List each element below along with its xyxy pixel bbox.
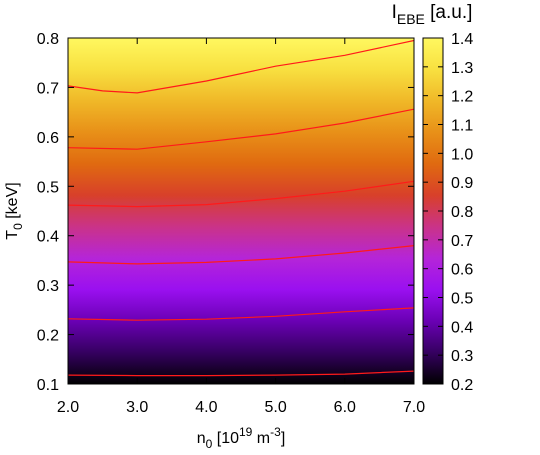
- contour-line: [68, 307, 414, 321]
- colorbar-tick-label: 1.3: [451, 60, 473, 77]
- x-tick-label: 6.0: [334, 399, 356, 416]
- x-axis-label-sub: 0: [206, 437, 213, 451]
- colorbar-tick-label: 0.2: [451, 377, 473, 394]
- y-axis-label-sub: 0: [11, 223, 25, 230]
- y-axis: 0.1 0.2 0.3 0.4 0.5 0.6 0.7 0.8: [37, 31, 414, 394]
- contour-line: [68, 180, 414, 208]
- colorbar-label-sub: EBE: [397, 11, 425, 27]
- colorbar-axis: 0.2 0.3 0.4 0.5 0.6 0.7 0.8 0.9 1.0 1.1 1.2 1.3 1.4: [423, 31, 473, 394]
- y-tick-label: 0.5: [37, 179, 59, 196]
- plot-frame: [67, 37, 415, 385]
- x-tick-label: 4.0: [195, 399, 217, 416]
- y-tick-label: 0.2: [37, 328, 59, 345]
- contour-line: [68, 245, 414, 265]
- colorbar-tick-label: 0.5: [451, 291, 473, 308]
- x-axis-label-text: [10: [212, 430, 239, 447]
- y-tick-label: 0.4: [37, 229, 59, 246]
- colorbar-tick-label: 1.0: [451, 146, 473, 163]
- x-tick-label: 5.0: [264, 399, 286, 416]
- colorbar-tick-label: 0.6: [451, 262, 473, 279]
- x-tick-label: 2.0: [57, 399, 79, 416]
- x-axis-label-text3: ]: [281, 430, 285, 447]
- colorbar-tick-label: 0.7: [451, 233, 473, 250]
- x-axis-label-sup: 19: [239, 425, 253, 439]
- contour-line: [68, 370, 414, 377]
- heatmap-field: [68, 38, 414, 384]
- colorbar-tick-label: 1.1: [451, 118, 473, 135]
- colorbar-tick-label: 0.3: [451, 348, 473, 365]
- y-tick-label: 0.6: [37, 130, 59, 147]
- x-tick-label: 3.0: [126, 399, 148, 416]
- contour-lines: [68, 39, 414, 377]
- y-tick-label: 0.8: [37, 31, 59, 48]
- x-tick-label: 7.0: [403, 399, 425, 416]
- y-axis-label: T0 [keV]: [4, 182, 25, 239]
- x-axis-label-sup2: -3: [270, 425, 281, 439]
- colorbar-tick-label: 0.4: [451, 319, 473, 336]
- colorbar-label-base: I: [392, 2, 397, 23]
- contour-line: [68, 39, 414, 94]
- colorbar-label-text: [a.u.]: [425, 2, 473, 23]
- y-axis-label-base: T: [4, 230, 21, 240]
- colorbar-tick-label: 0.8: [451, 204, 473, 221]
- contour-line: [68, 108, 414, 150]
- x-axis: 2.0 3.0 4.0 5.0 6.0 7.0: [57, 38, 425, 416]
- colorbar-tick-label: 1.2: [451, 89, 473, 106]
- x-axis-label-text2: m: [252, 430, 270, 447]
- y-tick-label: 0.3: [37, 278, 59, 295]
- x-axis-label-base: n: [197, 430, 206, 447]
- y-tick-label: 0.7: [37, 80, 59, 97]
- colorbar-tick-label: 1.4: [451, 31, 473, 48]
- colorbar-tick-label: 0.9: [451, 175, 473, 192]
- colorbar-label: IEBE [a.u.]: [392, 2, 473, 27]
- y-tick-label: 0.1: [37, 377, 59, 394]
- x-axis-label: n0 [1019 m-3]: [197, 425, 286, 451]
- y-axis-label-text: [keV]: [4, 182, 21, 223]
